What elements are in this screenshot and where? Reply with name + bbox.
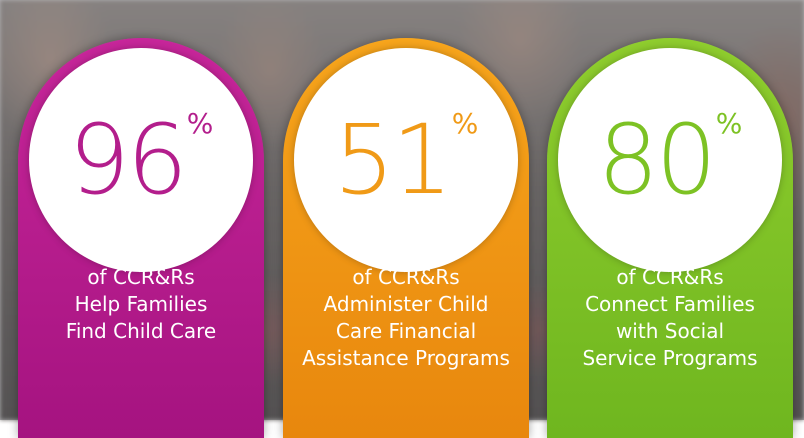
stat-value: 80	[597, 104, 717, 216]
stat-value: 96	[68, 104, 188, 216]
stat-description-line: Find Child Care	[65, 319, 217, 343]
stat-description-line: of CCR&Rs	[616, 265, 724, 289]
stat-description-line: Care Financial	[335, 319, 477, 343]
stat-circle: 51 %	[294, 48, 518, 272]
stat-circle: 96 %	[29, 48, 253, 272]
stat-description: of CCR&Rs Connect Families with Social S…	[547, 264, 793, 372]
percent-sign: %	[451, 107, 479, 140]
stat-description-line: Assistance Programs	[302, 346, 510, 370]
stat-description: of CCR&Rs Administer Child Care Financia…	[283, 264, 529, 372]
stat-description-line: of CCR&Rs	[87, 265, 195, 289]
stat-description-line: with Social	[615, 319, 725, 343]
stat-value: 51	[333, 104, 453, 216]
percent-sign: %	[715, 107, 743, 140]
percent-sign: %	[186, 107, 214, 140]
stat-card-find-child-care: 96 % of CCR&Rs Help Families Find Child …	[18, 38, 264, 438]
stat-description-line: Connect Families	[585, 292, 755, 316]
stat-card-social-services: 80 % of CCR&Rs Connect Families with Soc…	[547, 38, 793, 438]
stat-circle: 80 %	[558, 48, 782, 272]
stat-description: of CCR&Rs Help Families Find Child Care	[18, 264, 264, 345]
stat-figure: 51 %	[294, 48, 518, 272]
stat-description-line: Service Programs	[582, 346, 758, 370]
stat-description-line: Help Families	[74, 292, 208, 316]
stat-description-line: of CCR&Rs	[352, 265, 460, 289]
stat-figure: 96 %	[29, 48, 253, 272]
stat-description-line: Administer Child	[323, 292, 489, 316]
stat-card-financial-assistance: 51 % of CCR&Rs Administer Child Care Fin…	[283, 38, 529, 438]
stat-figure: 80 %	[558, 48, 782, 272]
